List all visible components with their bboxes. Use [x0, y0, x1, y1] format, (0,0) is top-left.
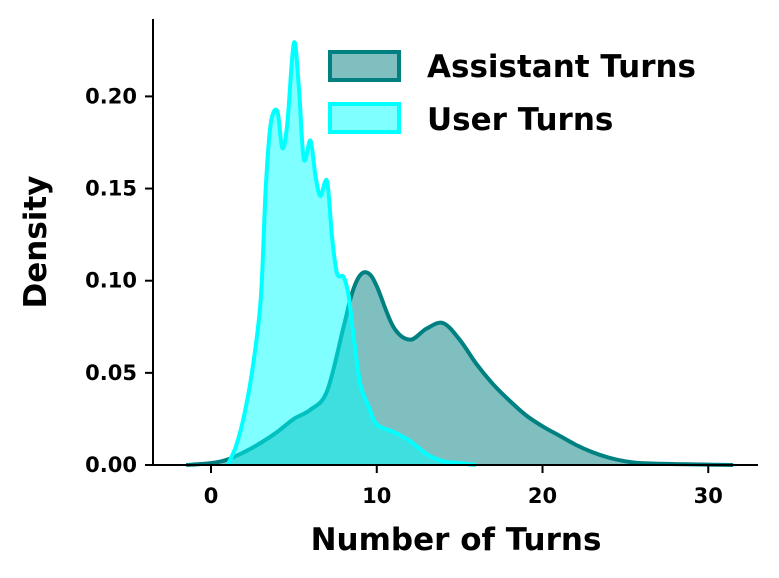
legend: Assistant Turns User Turns [328, 49, 696, 138]
y-tick-label: 0.05 [85, 361, 137, 385]
y-axis-ticks: 0.00 0.05 0.10 0.15 0.20 [85, 84, 153, 477]
x-tick-label: 30 [694, 484, 723, 508]
plot-area [186, 40, 734, 467]
density-line-user-turns [225, 40, 477, 467]
legend-swatch-assistant-turns [328, 50, 401, 82]
y-axis-label: Density [18, 176, 54, 309]
area-fill-user-turns [227, 42, 477, 465]
x-tick-label: 10 [362, 484, 391, 508]
legend-swatch-user-turns [328, 102, 401, 134]
x-tick-label: 20 [528, 484, 557, 508]
x-tick-label: 0 [204, 484, 219, 508]
x-axis-label: Number of Turns [311, 522, 602, 558]
y-tick-label: 0.20 [85, 84, 137, 108]
y-tick-label: 0.15 [85, 177, 137, 201]
y-tick-label: 0.00 [85, 453, 137, 477]
x-axis-ticks: 0 10 20 30 [204, 465, 723, 508]
legend-label-user-turns: User Turns [427, 102, 613, 138]
y-tick-label: 0.10 [85, 269, 137, 293]
legend-label-assistant-turns: Assistant Turns [427, 49, 696, 85]
